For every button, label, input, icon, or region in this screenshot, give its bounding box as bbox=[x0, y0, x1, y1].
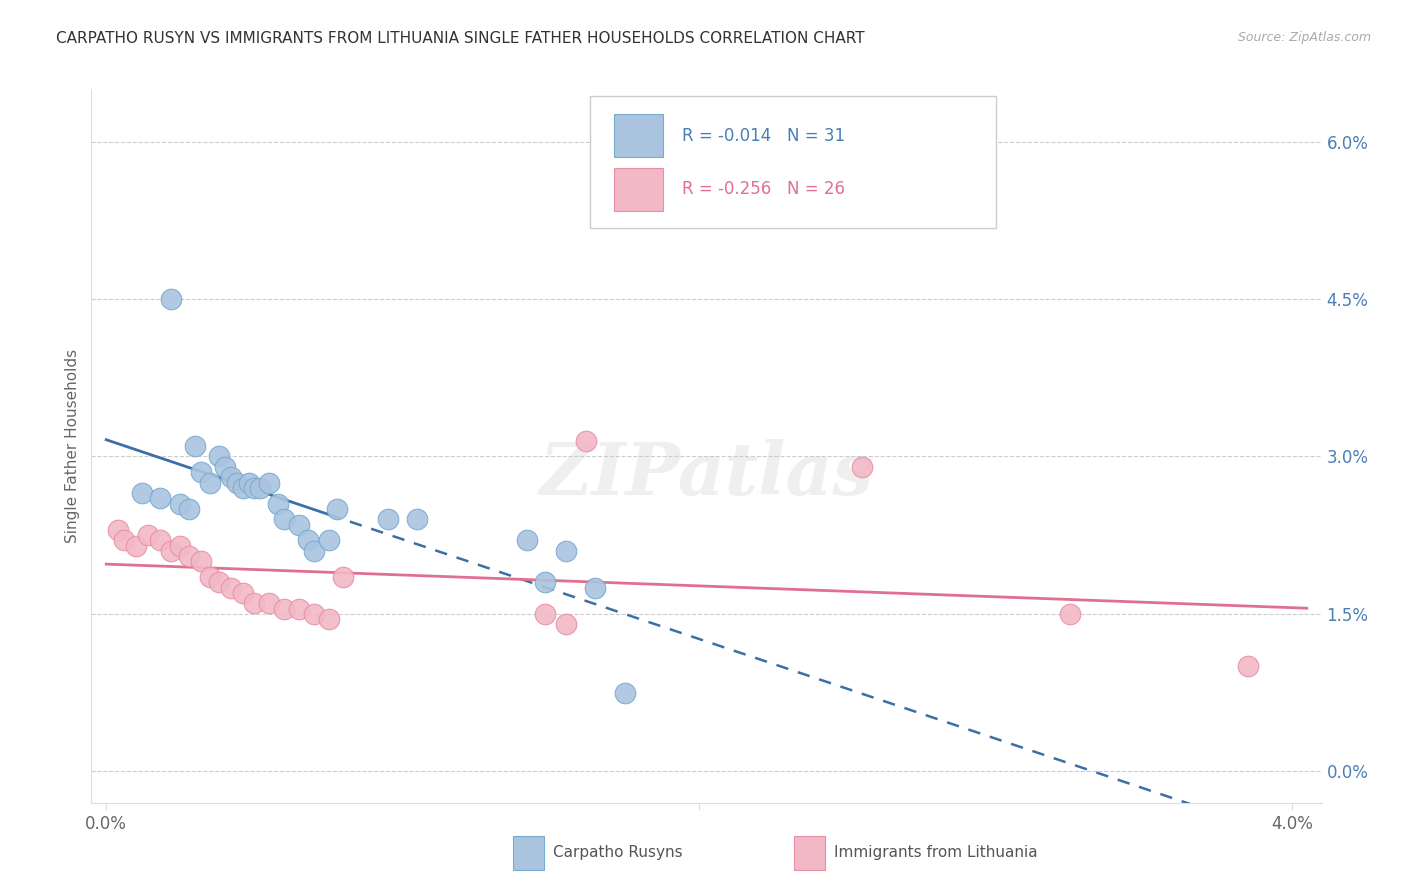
Point bbox=[214, 460, 236, 475]
Point bbox=[232, 586, 254, 600]
Point bbox=[259, 596, 281, 610]
Point bbox=[302, 544, 325, 558]
Point bbox=[851, 460, 873, 475]
Point bbox=[136, 528, 159, 542]
Point bbox=[198, 475, 221, 490]
Point bbox=[332, 570, 354, 584]
Point bbox=[160, 292, 183, 306]
Point bbox=[179, 502, 201, 516]
Point bbox=[225, 475, 247, 490]
Point bbox=[243, 596, 266, 610]
Point bbox=[575, 434, 598, 448]
Text: Immigrants from Lithuania: Immigrants from Lithuania bbox=[834, 846, 1038, 860]
Point bbox=[614, 685, 637, 699]
Point bbox=[198, 570, 221, 584]
Point bbox=[160, 544, 183, 558]
Point bbox=[288, 517, 311, 532]
Point bbox=[554, 544, 576, 558]
FancyBboxPatch shape bbox=[589, 96, 995, 228]
Point bbox=[169, 539, 191, 553]
Point bbox=[1059, 607, 1081, 621]
Point bbox=[273, 601, 295, 615]
Point bbox=[288, 601, 311, 615]
Point bbox=[406, 512, 429, 526]
Point bbox=[219, 470, 242, 484]
Text: CARPATHO RUSYN VS IMMIGRANTS FROM LITHUANIA SINGLE FATHER HOUSEHOLDS CORRELATION: CARPATHO RUSYN VS IMMIGRANTS FROM LITHUA… bbox=[56, 31, 865, 46]
Point bbox=[190, 554, 212, 568]
Point bbox=[238, 475, 260, 490]
Point bbox=[169, 497, 191, 511]
Bar bbox=[614, 168, 664, 211]
Point bbox=[148, 491, 170, 506]
Point bbox=[267, 497, 290, 511]
Point bbox=[208, 450, 231, 464]
Point bbox=[125, 539, 148, 553]
Bar bbox=[614, 114, 664, 157]
Point bbox=[107, 523, 129, 537]
Point bbox=[208, 575, 231, 590]
Point bbox=[318, 533, 340, 548]
Point bbox=[326, 502, 349, 516]
Point bbox=[534, 607, 557, 621]
Point bbox=[112, 533, 135, 548]
Point bbox=[148, 533, 170, 548]
Y-axis label: Single Father Households: Single Father Households bbox=[65, 349, 80, 543]
Point bbox=[184, 439, 207, 453]
Text: Source: ZipAtlas.com: Source: ZipAtlas.com bbox=[1237, 31, 1371, 45]
Point bbox=[179, 549, 201, 564]
Point bbox=[249, 481, 271, 495]
Point bbox=[1236, 659, 1258, 673]
Point bbox=[219, 581, 242, 595]
Point bbox=[377, 512, 399, 526]
Point bbox=[273, 512, 295, 526]
Point bbox=[131, 486, 153, 500]
Point bbox=[516, 533, 538, 548]
Point bbox=[190, 465, 212, 479]
Point bbox=[534, 575, 557, 590]
Point bbox=[554, 617, 576, 632]
Point bbox=[232, 481, 254, 495]
Text: R = -0.256   N = 26: R = -0.256 N = 26 bbox=[682, 180, 845, 198]
Point bbox=[318, 612, 340, 626]
Point bbox=[302, 607, 325, 621]
Text: Carpatho Rusyns: Carpatho Rusyns bbox=[553, 846, 682, 860]
Text: ZIPatlas: ZIPatlas bbox=[540, 439, 873, 510]
Point bbox=[583, 581, 606, 595]
Point bbox=[243, 481, 266, 495]
Text: R = -0.014   N = 31: R = -0.014 N = 31 bbox=[682, 127, 845, 145]
Point bbox=[259, 475, 281, 490]
Point bbox=[297, 533, 319, 548]
